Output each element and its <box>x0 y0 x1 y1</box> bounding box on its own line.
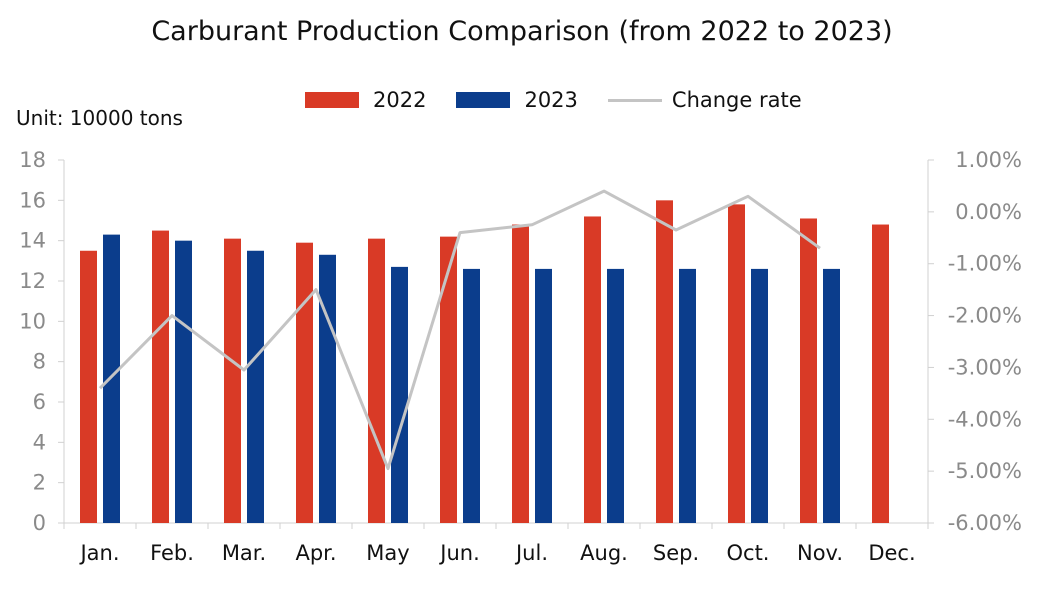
bar-2022 <box>800 218 817 523</box>
x-tick-label: Jul. <box>514 541 548 565</box>
y2-tick-label: -2.00% <box>948 304 1022 328</box>
y2-tick-label: -5.00% <box>948 459 1022 483</box>
bar-2023 <box>463 268 480 523</box>
bar-2023 <box>175 240 192 523</box>
bar-2023 <box>103 234 120 523</box>
x-tick-label: Dec. <box>868 541 915 565</box>
bar-2023 <box>535 268 552 523</box>
legend-label-2022: 2022 <box>373 88 427 112</box>
legend-item-2022: 2022 <box>305 88 426 112</box>
bar-2023 <box>607 268 624 523</box>
legend-label-2023: 2023 <box>524 88 578 112</box>
bar-2022 <box>224 238 241 523</box>
change-rate-line <box>98 189 821 471</box>
bar-2022 <box>80 250 97 523</box>
x-tick-label: Aug. <box>580 541 628 565</box>
y-tick-label: 10 <box>19 309 46 333</box>
x-tick-label: Nov. <box>797 541 843 565</box>
bar-2022 <box>512 224 529 524</box>
legend: 2022 2023 Change rate <box>305 88 832 112</box>
y2-tick-label: -3.00% <box>948 355 1022 379</box>
unit-label: Unit: 10000 tons <box>16 106 183 130</box>
legend-item-2023: 2023 <box>456 88 578 112</box>
bar-2023 <box>319 254 336 524</box>
x-tick-label: Feb. <box>150 541 194 565</box>
bar-2022 <box>728 204 745 523</box>
y2-tick-label: -4.00% <box>948 407 1022 431</box>
bar-2022 <box>440 236 457 523</box>
bar-2022 <box>152 230 169 524</box>
x-tick-label: Oct. <box>727 541 770 565</box>
y-tick-label: 16 <box>19 188 46 212</box>
bar-2022 <box>656 200 673 524</box>
x-tick-label: Mar. <box>222 541 266 565</box>
legend-label-change-rate: Change rate <box>671 88 802 112</box>
y2-tick-label: -1.00% <box>948 252 1022 276</box>
y-tick-label: 18 <box>19 148 46 172</box>
bar-2023 <box>823 268 840 523</box>
x-tick-label: Sep. <box>653 541 699 565</box>
x-tick-label: Jan. <box>78 541 119 565</box>
bar-2023 <box>247 250 264 523</box>
legend-swatch-2023 <box>456 92 511 108</box>
y2-tick-label: 0.00% <box>955 200 1022 224</box>
y-tick-label: 14 <box>19 229 46 253</box>
y-tick-label: 6 <box>33 390 46 414</box>
legend-swatch-2022 <box>305 92 359 108</box>
bar-2022 <box>584 216 601 523</box>
y-tick-label: 0 <box>33 511 46 535</box>
y-tick-label: 12 <box>19 269 46 293</box>
bar-2023 <box>391 266 408 523</box>
x-tick-label: Jun. <box>438 541 480 565</box>
y2-tick-label: -6.00% <box>948 511 1022 535</box>
chart-title: Carburant Production Comparison (from 20… <box>151 16 893 47</box>
y2-tick-label: 1.00% <box>955 148 1022 172</box>
y-tick-label: 2 <box>33 471 46 495</box>
x-tick-label: Apr. <box>295 541 336 565</box>
y-tick-label: 8 <box>33 350 46 374</box>
x-tick-label: May <box>366 541 409 565</box>
legend-swatch-change-rate <box>607 98 662 102</box>
bar-2023 <box>751 268 768 523</box>
legend-item-change-rate: Change rate <box>607 88 802 112</box>
y-tick-label: 4 <box>33 430 46 454</box>
bar-2022 <box>872 224 889 524</box>
bar-2022 <box>296 242 313 523</box>
bar-2023 <box>679 268 696 523</box>
bar-2022 <box>368 238 385 523</box>
